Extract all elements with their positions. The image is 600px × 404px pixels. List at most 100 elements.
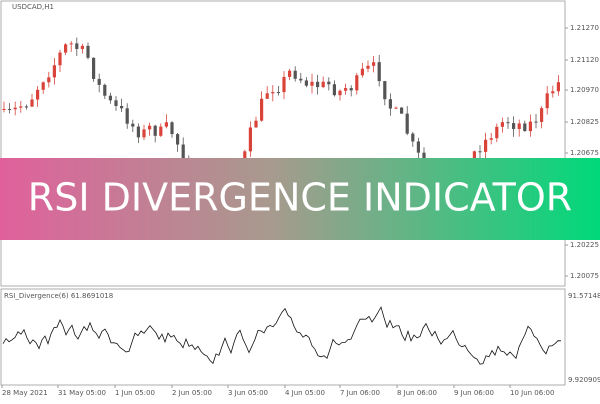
candle-body xyxy=(108,95,112,101)
candle-body xyxy=(248,127,252,152)
candle-body xyxy=(411,133,415,142)
candle-body xyxy=(383,81,387,100)
candle-body xyxy=(153,125,157,136)
candle-body xyxy=(52,65,56,78)
candle-body xyxy=(24,106,28,108)
candle-body xyxy=(506,122,510,124)
time-label: 10 Jun 06:00 xyxy=(510,389,554,397)
time-label: 7 Jun 06:00 xyxy=(340,389,380,397)
price-label: 1.21270 xyxy=(570,24,599,32)
candle-body xyxy=(523,123,527,132)
banner-title: RSI DIVERGENCE INDICATOR xyxy=(28,176,572,220)
candle-body xyxy=(30,99,34,107)
symbol-label: USDCAD,H1 xyxy=(12,3,54,11)
candle-body xyxy=(495,126,499,139)
indicator-axis-label: 91.571480 xyxy=(568,292,600,300)
candle-body xyxy=(534,121,538,123)
time-label: 28 May 2021 xyxy=(2,389,48,397)
time-label: 31 May 05:00 xyxy=(58,389,106,397)
candle-body xyxy=(316,81,320,88)
candle-body xyxy=(517,123,521,129)
candle-body xyxy=(75,43,79,49)
candle-body xyxy=(556,82,560,92)
candle-body xyxy=(551,91,555,94)
candle-body xyxy=(47,77,51,83)
candle-body xyxy=(58,52,62,66)
candle-body xyxy=(394,107,398,109)
candle-body xyxy=(338,90,342,96)
indicator-label: RSI_Divergence(6) 61.8691018 xyxy=(4,292,113,300)
candle-body xyxy=(540,108,544,122)
price-label: 1.20225 xyxy=(570,241,599,249)
banner xyxy=(0,158,600,240)
candle-body xyxy=(366,65,370,69)
candle-body xyxy=(2,108,6,110)
candle-body xyxy=(388,99,392,109)
price-label: 1.20075 xyxy=(570,272,599,280)
candle-body xyxy=(349,88,353,91)
candle-body xyxy=(500,122,504,127)
candle-body xyxy=(405,113,409,134)
candle-body xyxy=(97,78,101,85)
main-panel xyxy=(0,0,566,287)
candle-body xyxy=(282,76,286,93)
candle-body xyxy=(265,93,269,99)
candle-body xyxy=(36,89,40,100)
candle-body xyxy=(125,108,129,124)
time-label: 4 Jun 05:00 xyxy=(285,389,325,397)
time-label: 1 Jun 05:00 xyxy=(115,389,155,397)
candle-body xyxy=(142,129,146,138)
candle-body xyxy=(271,92,275,94)
candle-body xyxy=(512,123,516,129)
candle-body xyxy=(528,121,532,132)
candle-body xyxy=(103,84,107,96)
time-label: 9 Jun 06:00 xyxy=(454,389,494,397)
candle-body xyxy=(19,106,23,108)
candle-body xyxy=(400,107,404,114)
candle-body xyxy=(86,45,90,58)
candle-body xyxy=(64,44,68,53)
candle-body xyxy=(321,81,325,88)
indicator-axis-label: 9.920909 xyxy=(568,376,600,384)
candle-body xyxy=(484,139,488,152)
indicator-panel xyxy=(0,288,566,386)
candle-body xyxy=(310,81,314,86)
candle-body xyxy=(344,88,348,91)
price-label: 1.20675 xyxy=(570,149,599,157)
time-label: 8 Jun 06:00 xyxy=(397,389,437,397)
candle-body xyxy=(299,78,303,81)
candle-body xyxy=(545,93,549,109)
candle-body xyxy=(472,151,476,163)
candle-body xyxy=(260,98,264,121)
candle-body xyxy=(136,126,140,138)
candle-body xyxy=(148,125,152,130)
candle-body xyxy=(416,141,420,153)
candle-body xyxy=(159,126,163,136)
candle-body xyxy=(276,92,280,94)
price-label: 1.20825 xyxy=(570,118,599,126)
candle-body xyxy=(80,45,84,49)
rsi-line xyxy=(2,306,562,365)
candle-body xyxy=(164,122,168,127)
candle-body xyxy=(355,75,359,91)
price-label: 1.21120 xyxy=(570,56,599,64)
candle-body xyxy=(131,123,135,127)
candle-body xyxy=(489,138,493,140)
candle-body xyxy=(8,108,12,110)
candle-body xyxy=(327,81,331,85)
price-label: 1.20970 xyxy=(570,86,599,94)
candle-body xyxy=(478,151,482,153)
candle-body xyxy=(92,57,96,79)
candle-body xyxy=(176,134,180,145)
candle-body xyxy=(377,62,381,82)
candles xyxy=(2,37,560,193)
candle-body xyxy=(254,120,258,128)
candle-body xyxy=(170,122,174,135)
candle-body xyxy=(372,62,376,66)
rsi-path xyxy=(2,306,562,365)
candle-body xyxy=(360,68,364,76)
candle-body xyxy=(13,107,17,110)
candle-body xyxy=(304,80,308,86)
candle-body xyxy=(293,70,297,79)
